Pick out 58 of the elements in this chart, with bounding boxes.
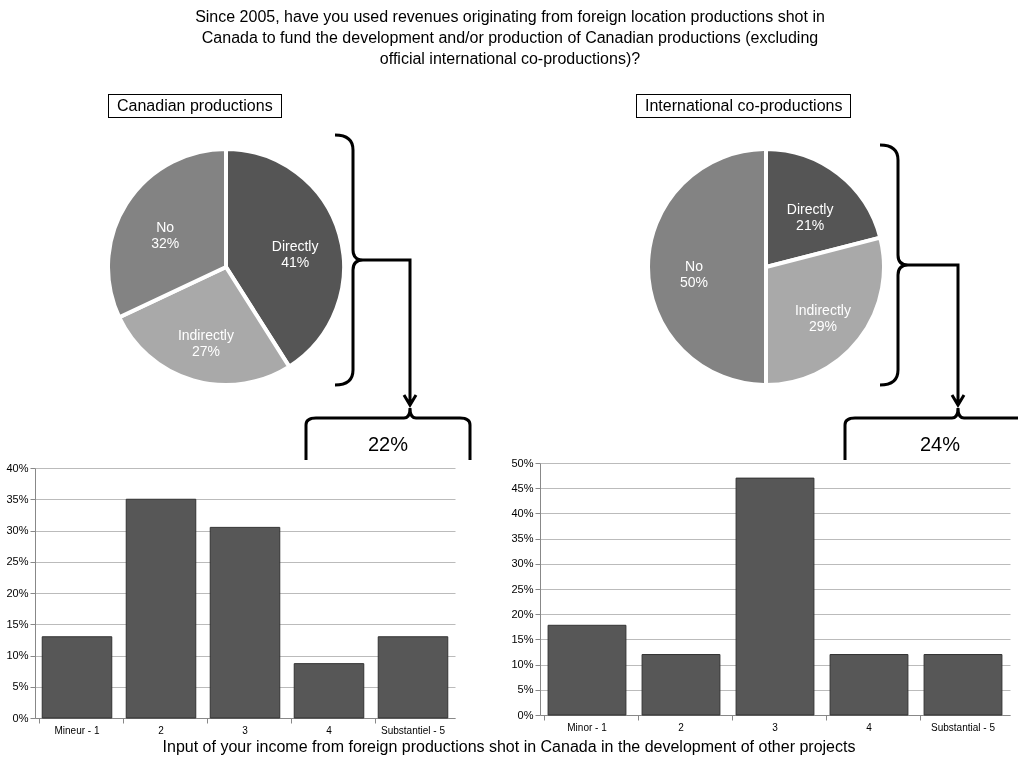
y-tick-label: 35%: [511, 532, 534, 545]
x-tick-label: Substantiel - 5: [381, 724, 446, 736]
bar: [641, 654, 721, 716]
y-tick-label: 15%: [511, 632, 534, 645]
data-label: 27%: [191, 343, 220, 360]
data-label: 41%: [281, 253, 310, 270]
y-tick-label: 20%: [6, 586, 29, 599]
chart-title: International co-productions: [636, 94, 852, 118]
bar: [125, 498, 197, 719]
bar: [209, 526, 281, 719]
y-tick-label: 15%: [6, 617, 29, 630]
bar: [923, 654, 1003, 716]
data-label: 29%: [808, 318, 837, 335]
y-tick-label: 5%: [517, 683, 534, 696]
x-tick-label: Minor - 1: [567, 721, 608, 733]
data-label: 21%: [796, 217, 825, 234]
y-tick-label: 20%: [511, 607, 534, 620]
bar: [293, 663, 365, 719]
x-tick-label: 2: [158, 724, 165, 736]
x-tick-label: 4: [866, 721, 873, 733]
y-tick-label: 30%: [6, 524, 29, 536]
y-tick-label: 10%: [6, 649, 29, 661]
y-tick-label: 40%: [511, 506, 534, 519]
chart-subtitle: Canadian productions: [108, 94, 282, 118]
x-tick-label: 3: [242, 724, 249, 736]
y-tick-label: 40%: [6, 461, 29, 474]
y-tick-label: 30%: [511, 557, 534, 570]
data-label: 32%: [151, 235, 180, 252]
bar: [829, 654, 909, 716]
slice-label: No: [685, 258, 704, 274]
bar: [735, 477, 815, 716]
x-tick-label: Substantial - 5: [931, 721, 996, 733]
x-axis-title: Input of your income from foreign productions shot in Canada in the development of other projects: [161, 738, 857, 756]
y-tick-label: 10%: [511, 658, 534, 671]
y-tick-label: 50%: [511, 456, 534, 469]
y-tick-label: 5%: [12, 680, 29, 693]
x-tick-label: 4: [326, 724, 333, 736]
bar: [547, 624, 627, 716]
y-tick-label: 45%: [511, 481, 534, 494]
text: Since 2005, have you used revenues originating from foreign location productions shot in Canada to fund the development and/or production of Canadian productions (excluding official international co-productions)?: [194, 7, 826, 69]
data-label: 50%: [679, 274, 709, 290]
y-tick-label: 25%: [6, 555, 29, 568]
x-tick-label: Mineur - 1: [54, 724, 100, 736]
y-tick-label: 0%: [12, 711, 29, 724]
slice-label: Indirectly: [794, 302, 851, 319]
x-tick-label: 3: [772, 721, 779, 733]
slice-label: Indirectly: [177, 327, 234, 344]
slice-label: Directly: [271, 237, 319, 254]
slice-label: Directly: [786, 201, 834, 218]
text: 24%: [920, 433, 961, 456]
y-tick-label: 25%: [511, 582, 534, 595]
text: 22%: [368, 433, 409, 456]
y-tick-label: 35%: [6, 492, 29, 505]
bar: [377, 636, 449, 719]
bar: [41, 636, 113, 719]
slice-label: No: [156, 219, 175, 236]
x-tick-label: 2: [678, 721, 685, 733]
y-tick-label: 0%: [517, 708, 534, 721]
